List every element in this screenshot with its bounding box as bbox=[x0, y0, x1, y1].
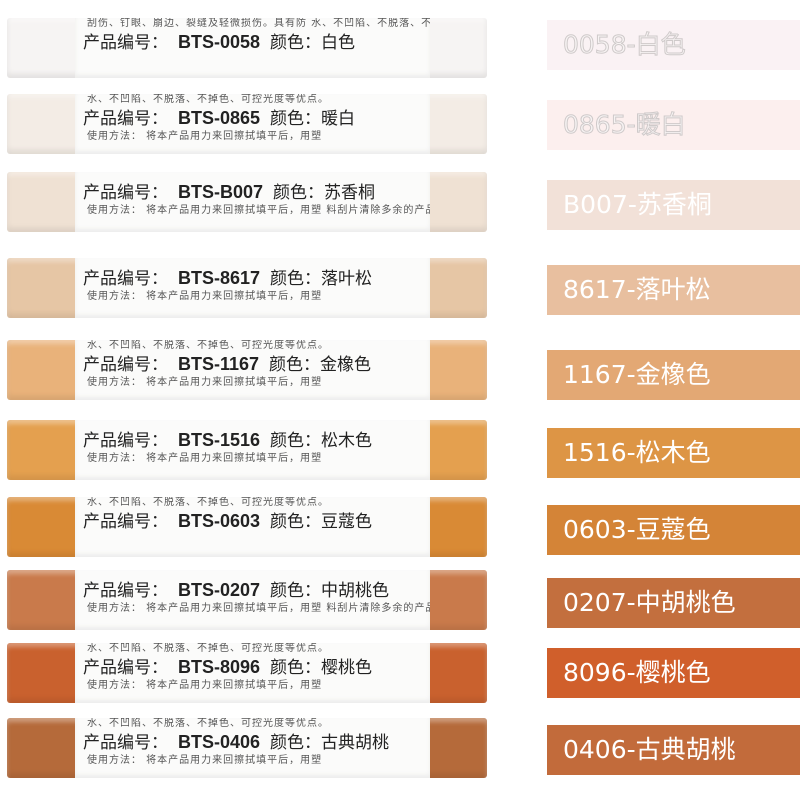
color-name: 苏香桐 bbox=[324, 183, 376, 203]
color-prefix: 颜色： bbox=[270, 431, 322, 451]
crayon-bts-8096: 水、不凹陷、不脱落、不掉色、可控光度等优点。产品编号： BTS-8096 颜色：樱桃… bbox=[7, 643, 487, 703]
product-code-line: 产品编号： BTS-0207 颜色：中胡桃色 bbox=[75, 578, 430, 603]
color-name: 松木色 bbox=[321, 431, 373, 451]
crayon-bts-0058: 刮伤、钉眼、崩边、裂缝及轻微损伤。具有防 水、不凹陷、不脱落、不掉色、可控光度等… bbox=[7, 18, 487, 78]
product-code: BTS-8617 bbox=[178, 268, 261, 288]
product-code: BTS-0058 bbox=[178, 32, 261, 52]
product-code: BTS-0406 bbox=[178, 732, 261, 752]
color-swatch: 8096-樱桃色 bbox=[547, 648, 800, 698]
crayon-label: 水、不凹陷、不脱落、不掉色、可控光度等优点。产品编号： BTS-0406 颜色：古典… bbox=[75, 718, 430, 778]
crayon-bts-b007: 产品编号： BTS-B007 颜色：苏香桐使用方法： 将本产品用力来回擦拭填平后，用… bbox=[7, 172, 487, 232]
product-code: BTS-B007 bbox=[178, 182, 264, 202]
usage-text: 使用方法： 将本产品用力来回擦拭填平后，用塑 bbox=[87, 755, 323, 766]
color-prefix: 颜色： bbox=[273, 183, 325, 203]
crayon-bts-1516: 产品编号： BTS-1516 颜色：松木色使用方法： 将本产品用力来回擦拭填平后，用… bbox=[7, 420, 487, 480]
color-swatch: 0058-白色 bbox=[547, 20, 800, 70]
color-name: 古典胡桃 bbox=[321, 733, 390, 753]
code-prefix: 产品编号： bbox=[83, 581, 168, 601]
code-prefix: 产品编号： bbox=[83, 269, 168, 289]
color-prefix: 颜色： bbox=[269, 355, 321, 375]
color-name: 中胡桃色 bbox=[321, 581, 390, 601]
crayon-label: 水、不凹陷、不脱落、不掉色、可控光度等优点。产品编号： BTS-0603 颜色：豆蔻… bbox=[75, 497, 430, 557]
code-prefix: 产品编号： bbox=[83, 355, 168, 375]
description-text: 水、不凹陷、不脱落、不掉色、可控光度等优点。 bbox=[87, 497, 329, 508]
color-prefix: 颜色： bbox=[270, 109, 322, 129]
color-prefix: 颜色： bbox=[270, 733, 322, 753]
product-code-line: 产品编号： BTS-8617 颜色：落叶松 bbox=[75, 266, 430, 291]
color-swatch: 1516-松木色 bbox=[547, 428, 800, 478]
color-name: 暖白 bbox=[321, 109, 356, 129]
usage-text: 使用方法： 将本产品用力来回擦拭填平后，用塑 bbox=[87, 377, 323, 388]
crayon-label: 产品编号： BTS-0207 颜色：中胡桃色使用方法： 将本产品用力来回擦拭填平后，… bbox=[75, 570, 430, 630]
code-prefix: 产品编号： bbox=[83, 658, 168, 678]
color-swatch: 0603-豆蔻色 bbox=[547, 505, 800, 555]
product-code-line: 产品编号： BTS-0406 颜色：古典胡桃 bbox=[75, 730, 430, 755]
product-code-line: 产品编号： BTS-8096 颜色：樱桃色 bbox=[75, 655, 430, 680]
crayon-label: 水、不凹陷、不脱落、不掉色、可控光度等优点。产品编号： BTS-1167 颜色：金橡… bbox=[75, 340, 430, 400]
code-prefix: 产品编号： bbox=[83, 109, 168, 129]
crayon-bts-0603: 水、不凹陷、不脱落、不掉色、可控光度等优点。产品编号： BTS-0603 颜色：豆蔻… bbox=[7, 497, 487, 557]
color-prefix: 颜色： bbox=[270, 269, 322, 289]
description-text: 水、不凹陷、不脱落、不掉色、可控光度等优点。 bbox=[87, 94, 329, 105]
product-code-line: 产品编号： BTS-1516 颜色：松木色 bbox=[75, 428, 430, 453]
crayon-label: 产品编号： BTS-1516 颜色：松木色使用方法： 将本产品用力来回擦拭填平后，用… bbox=[75, 420, 430, 480]
color-prefix: 颜色： bbox=[270, 658, 322, 678]
color-prefix: 颜色： bbox=[270, 33, 322, 53]
code-prefix: 产品编号： bbox=[83, 33, 168, 53]
description-text: 水、不凹陷、不脱落、不掉色、可控光度等优点。 bbox=[87, 718, 329, 729]
usage-text: 使用方法： 将本产品用力来回擦拭填平后，用塑 bbox=[87, 453, 323, 464]
code-prefix: 产品编号： bbox=[83, 733, 168, 753]
product-code-line: 产品编号： BTS-1167 颜色：金橡色 bbox=[75, 352, 430, 377]
product-code: BTS-0207 bbox=[178, 580, 261, 600]
color-swatch: 8617-落叶松 bbox=[547, 265, 800, 315]
code-prefix: 产品编号： bbox=[83, 431, 168, 451]
crayon-label: 水、不凹陷、不脱落、不掉色、可控光度等优点。产品编号： BTS-8096 颜色：樱桃… bbox=[75, 643, 430, 703]
color-swatch: 0406-古典胡桃 bbox=[547, 725, 800, 775]
color-swatch: B007-苏香桐 bbox=[547, 180, 800, 230]
usage-text: 使用方法： 将本产品用力来回擦拭填平后，用塑 料刮片清除多余的产品 bbox=[87, 205, 430, 216]
code-prefix: 产品编号： bbox=[83, 512, 168, 532]
crayon-bts-1167: 水、不凹陷、不脱落、不掉色、可控光度等优点。产品编号： BTS-1167 颜色：金橡… bbox=[7, 340, 487, 400]
usage-text: 使用方法： 将本产品用力来回擦拭填平后，用塑 bbox=[87, 680, 323, 691]
crayon-bts-0406: 水、不凹陷、不脱落、不掉色、可控光度等优点。产品编号： BTS-0406 颜色：古典… bbox=[7, 718, 487, 778]
product-code-line: 产品编号： BTS-B007 颜色：苏香桐 bbox=[75, 180, 430, 205]
crayon-label: 水、不凹陷、不脱落、不掉色、可控光度等优点。产品编号： BTS-0865 颜色：暖白… bbox=[75, 94, 430, 154]
color-name: 落叶松 bbox=[321, 269, 373, 289]
color-swatch: 0207-中胡桃色 bbox=[547, 578, 800, 628]
usage-text: 使用方法： 将本产品用力来回擦拭填平后，用塑 料刮片清除多余的产品 bbox=[87, 603, 430, 614]
code-prefix: 产品编号： bbox=[83, 183, 168, 203]
crayon-label: 刮伤、钉眼、崩边、裂缝及轻微损伤。具有防 水、不凹陷、不脱落、不掉色、可控光度等… bbox=[75, 18, 430, 78]
color-swatch: 0865-暖白 bbox=[547, 100, 800, 150]
product-code-line: 产品编号： BTS-0603 颜色：豆蔻色 bbox=[75, 509, 430, 534]
description-text: 水、不凹陷、不脱落、不掉色、可控光度等优点。 bbox=[87, 340, 329, 351]
product-code: BTS-0865 bbox=[178, 108, 261, 128]
color-prefix: 颜色： bbox=[270, 512, 322, 532]
color-name: 金橡色 bbox=[320, 355, 372, 375]
crayon-label: 产品编号： BTS-B007 颜色：苏香桐使用方法： 将本产品用力来回擦拭填平后，用… bbox=[75, 172, 430, 232]
product-code-line: 产品编号： BTS-0058 颜色：白色 bbox=[75, 30, 430, 55]
crayon-label: 产品编号： BTS-8617 颜色：落叶松使用方法： 将本产品用力来回擦拭填平后，用… bbox=[75, 258, 430, 318]
color-name: 樱桃色 bbox=[321, 658, 373, 678]
color-prefix: 颜色： bbox=[270, 581, 322, 601]
color-swatch: 1167-金橡色 bbox=[547, 350, 800, 400]
product-code: BTS-1167 bbox=[178, 354, 260, 374]
description-text: 水、不凹陷、不脱落、不掉色、可控光度等优点。 bbox=[87, 643, 329, 654]
product-code-line: 产品编号： BTS-0865 颜色：暖白 bbox=[75, 106, 430, 131]
product-code: BTS-0603 bbox=[178, 511, 261, 531]
usage-text: 使用方法： 将本产品用力来回擦拭填平后，用塑 bbox=[87, 291, 323, 302]
crayon-bts-8617: 产品编号： BTS-8617 颜色：落叶松使用方法： 将本产品用力来回擦拭填平后，用… bbox=[7, 258, 487, 318]
product-code: BTS-1516 bbox=[178, 430, 261, 450]
usage-text: 使用方法： 将本产品用力来回擦拭填平后，用塑 bbox=[87, 131, 323, 142]
crayon-bts-0207: 产品编号： BTS-0207 颜色：中胡桃色使用方法： 将本产品用力来回擦拭填平后，… bbox=[7, 570, 487, 630]
product-code: BTS-8096 bbox=[178, 657, 261, 677]
crayon-bts-0865: 水、不凹陷、不脱落、不掉色、可控光度等优点。产品编号： BTS-0865 颜色：暖白… bbox=[7, 94, 487, 154]
color-name: 豆蔻色 bbox=[321, 512, 373, 532]
color-name: 白色 bbox=[321, 33, 356, 53]
description-text: 刮伤、钉眼、崩边、裂缝及轻微损伤。具有防 水、不凹陷、不脱落、不掉色、可控光度等… bbox=[87, 18, 430, 29]
